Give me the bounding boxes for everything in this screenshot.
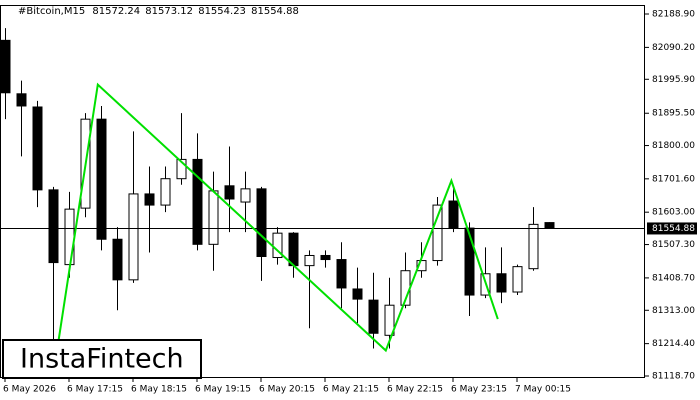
candle-body [0, 39, 11, 94]
candle-body [448, 200, 459, 229]
y-tick-label: 81800.00 [652, 141, 695, 151]
plot-frame [0, 5, 645, 378]
header-high: 81573.12 [145, 6, 193, 17]
x-tick-label: 6 May 23:15 [451, 385, 507, 395]
x-tick-label: 6 May 18:15 [131, 385, 187, 395]
x-tick-label: 7 May 00:15 [515, 385, 571, 395]
y-tick-label: 81214.40 [652, 339, 695, 349]
candle-body [112, 238, 123, 281]
current-price-box [647, 222, 697, 235]
candle-body [160, 178, 171, 206]
y-tick-label: 82188.90 [652, 9, 695, 19]
candle-body [176, 158, 187, 180]
candle-body [304, 254, 315, 267]
x-tick-label: 6 May 2026 [3, 385, 56, 395]
x-tick-label: 6 May 22:15 [387, 385, 443, 395]
candle-body [464, 227, 475, 296]
pattern-line [56, 82, 499, 353]
symbol: #Bitcoin,M15 [18, 6, 85, 17]
candle-body [544, 222, 555, 229]
x-tick-label: 6 May 21:15 [323, 385, 379, 395]
y-tick-label: 81313.00 [652, 306, 695, 316]
y-tick-label: 81995.90 [652, 75, 695, 85]
y-tick-label: 81603.00 [652, 208, 695, 218]
candle-body [192, 158, 203, 245]
y-tick-label: 81895.50 [652, 109, 695, 119]
header-open: 81572.24 [92, 6, 140, 17]
candle-body [16, 93, 27, 107]
header-low: 81554.23 [198, 6, 246, 17]
candle-body [288, 232, 299, 267]
watermark: InstaFintech [20, 344, 184, 375]
candle-body [528, 223, 539, 270]
candle-body [432, 204, 443, 262]
chart-header: #Bitcoin,M15 81572.24 81573.12 81554.23 … [18, 6, 299, 17]
x-tick-label: 6 May 20:15 [259, 385, 315, 395]
candle-body [368, 299, 379, 334]
candle-body [48, 189, 59, 264]
y-tick-label: 81408.70 [652, 273, 695, 283]
candle-body [64, 208, 75, 266]
y-tick-label: 82090.20 [652, 43, 695, 53]
candle-body [128, 193, 139, 281]
y-tick-label: 81507.30 [652, 240, 695, 250]
candle-body [496, 273, 507, 293]
candle-body [96, 118, 107, 240]
current-price-label: 81554.88 [652, 224, 695, 234]
candle-body [208, 190, 219, 245]
candle-body [512, 266, 523, 293]
candle-body [144, 193, 155, 206]
y-tick-label: 81701.60 [652, 174, 695, 184]
watermark-box [2, 339, 202, 379]
candle-body [256, 188, 267, 257]
candle-body [32, 106, 43, 191]
y-tick-label: 81118.70 [652, 372, 695, 382]
x-tick-label: 6 May 17:15 [67, 385, 123, 395]
x-tick-label: 6 May 19:15 [195, 385, 251, 395]
candle-body [384, 304, 395, 336]
candle-body [240, 188, 251, 203]
header-close: 81554.88 [251, 6, 299, 17]
candle-body [320, 254, 331, 261]
candle-body [224, 185, 235, 200]
candle-body [352, 288, 363, 300]
candle-body [336, 259, 347, 289]
